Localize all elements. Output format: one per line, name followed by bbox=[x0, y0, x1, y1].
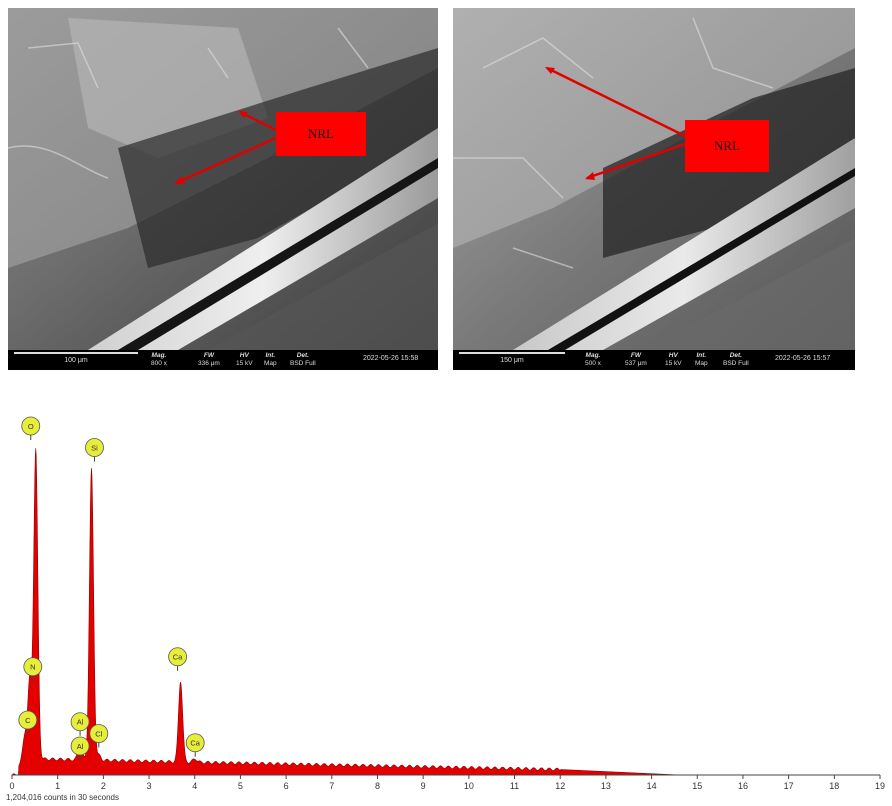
meta-int: Int. Map bbox=[264, 352, 277, 367]
x-tick-label: 12 bbox=[555, 781, 565, 791]
x-tick-label: 14 bbox=[647, 781, 657, 791]
meta-fw: FW 336 μm bbox=[198, 352, 220, 367]
peak-label-circle bbox=[89, 724, 109, 743]
sem-timestamp: 2022-05-26 15:57 bbox=[775, 355, 831, 362]
x-tick-label: 16 bbox=[738, 781, 748, 791]
sem-info-bar: 150 μm Mag. 500 x FW 537 μm HV 15 kV Int. Ma… bbox=[453, 350, 855, 370]
x-tick-label: 4 bbox=[192, 781, 197, 791]
peak-label-circle bbox=[18, 710, 38, 730]
sem-image-left: NRL 100 μm Mag. 800 x FW 336 μm HV 15 kV In… bbox=[8, 8, 438, 370]
nrl-label: NRL bbox=[685, 120, 769, 172]
x-tick-label: 11 bbox=[510, 781, 519, 791]
peak-label-text: N bbox=[30, 663, 35, 672]
x-tick-label: 10 bbox=[464, 781, 474, 791]
x-tick-label: 1 bbox=[55, 781, 60, 791]
peak-labels: O Si Ca N C Al Al Cl Ca bbox=[18, 416, 205, 760]
peak-label-text: Al bbox=[77, 718, 84, 727]
meta-mag: Mag. 800 x bbox=[151, 352, 167, 367]
meta-int: Int. Map bbox=[695, 352, 708, 367]
peak-label-circle bbox=[185, 733, 205, 753]
sem-timestamp: 2022-05-26 15:58 bbox=[363, 355, 419, 362]
nrl-arrows bbox=[174, 110, 277, 185]
peak-label-circle bbox=[85, 438, 104, 457]
scale-bar bbox=[14, 352, 138, 354]
x-tick-label: 18 bbox=[829, 781, 839, 791]
counts-note: 1,204,016 counts in 30 seconds bbox=[6, 793, 119, 802]
x-tick-label: 7 bbox=[329, 781, 334, 791]
spectrum-area bbox=[11, 448, 707, 776]
sem-image-right: NRL 150 μm Mag. 500 x FW 537 μm HV 15 kV In… bbox=[453, 8, 855, 370]
x-tick-label: 13 bbox=[601, 781, 611, 791]
peak-label-text: Ca bbox=[173, 653, 183, 662]
peak-label-text: Ca bbox=[190, 739, 200, 748]
peak-label-circle bbox=[168, 647, 187, 667]
x-tick-label: 19 bbox=[875, 781, 885, 791]
scale-label: 150 μm bbox=[500, 357, 524, 364]
meta-fw: FW 537 μm bbox=[625, 352, 647, 367]
peak-label-text: Cl bbox=[95, 729, 102, 738]
x-tick-label: 5 bbox=[238, 781, 243, 791]
x-tick-label: 17 bbox=[784, 781, 794, 791]
peak-label-text: Al bbox=[77, 742, 84, 751]
peak-label-text: Si bbox=[91, 443, 98, 452]
x-tick-label: 8 bbox=[375, 781, 380, 791]
meta-det: Det. BSD Full bbox=[723, 352, 749, 367]
scale-label: 100 μm bbox=[64, 357, 88, 364]
nrl-label: NRL bbox=[276, 112, 366, 156]
meta-det: Det. BSD Full bbox=[290, 352, 316, 367]
meta-hv: HV 15 kV bbox=[236, 352, 253, 367]
sem-micrograph bbox=[8, 8, 438, 350]
sem-info-bar: 100 μm Mag. 800 x FW 336 μm HV 15 kV Int. Ma… bbox=[8, 350, 438, 370]
x-tick-label: 6 bbox=[284, 781, 289, 791]
x-tick-label: 2 bbox=[101, 781, 106, 791]
x-tick-label: 15 bbox=[692, 781, 702, 791]
peak-label-circle bbox=[21, 416, 41, 436]
peak-label-circle bbox=[70, 712, 90, 732]
x-tick-label: 9 bbox=[421, 781, 426, 791]
scale-bar bbox=[459, 352, 565, 354]
x-tick-label: 3 bbox=[147, 781, 152, 791]
meta-hv: HV 15 kV bbox=[665, 352, 682, 367]
peak-label-circle bbox=[23, 657, 43, 677]
meta-mag: Mag. 500 x bbox=[585, 352, 601, 367]
peak-label-text: C bbox=[25, 716, 31, 725]
nrl-arrows bbox=[545, 66, 686, 180]
peak-label-text: O bbox=[28, 422, 34, 431]
x-axis-ticks: 0 1 2 3 4 5 6 7 8 9 10 11 12 13 14 15 16 17 18 19 bbox=[9, 775, 885, 791]
peak-label-circle bbox=[70, 736, 90, 756]
x-tick-label: 0 bbox=[9, 781, 14, 791]
